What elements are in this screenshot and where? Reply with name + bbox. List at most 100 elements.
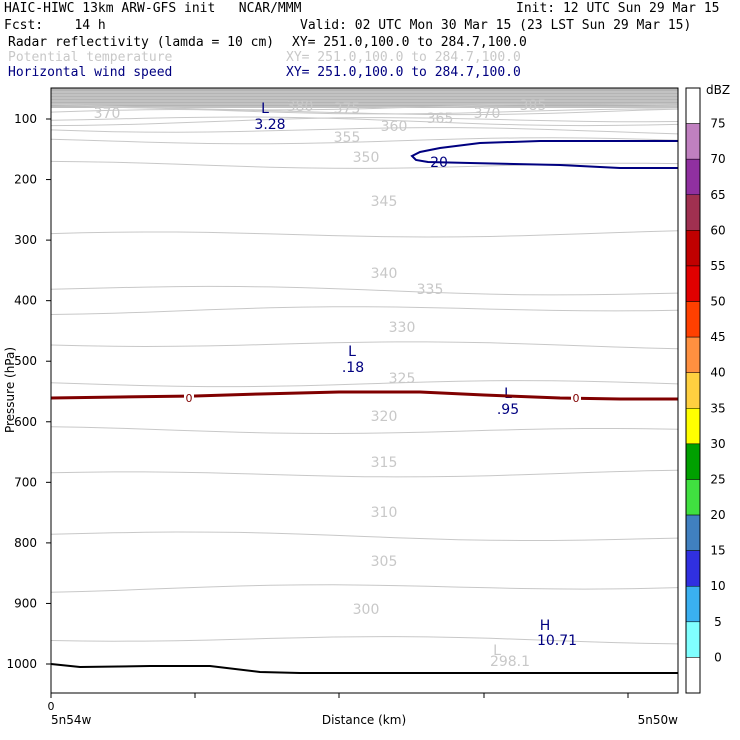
theta-label: 325 <box>389 371 416 387</box>
theta-contour-300 <box>50 636 679 645</box>
freezing-level-label: 0 <box>186 392 193 405</box>
theta-contour-375 <box>50 108 679 116</box>
theta-label: 320 <box>371 409 398 425</box>
theta-label: 310 <box>371 505 398 521</box>
colorbar-label: 30 <box>710 437 725 451</box>
theta-contour-315 <box>50 469 679 478</box>
wind-value: 3.28 <box>254 117 285 133</box>
theta-contour-355 <box>50 137 679 145</box>
theta-label: 298.1 <box>490 654 530 670</box>
colorbar-label: 50 <box>710 295 725 309</box>
theta-label: 300 <box>353 602 380 618</box>
theta-contour-350 <box>50 160 679 169</box>
theta-contour-380 <box>51 106 678 115</box>
theta-label: 305 <box>371 554 398 570</box>
colorbar-swatch <box>685 514 701 551</box>
theta-label: 335 <box>417 282 444 298</box>
theta-contour-330 <box>50 341 679 350</box>
colorbar-label: 10 <box>710 579 725 593</box>
theta-label: 340 <box>371 266 398 282</box>
colorbar-swatch <box>685 550 701 587</box>
theta-contour-365 <box>50 117 679 127</box>
theta-label: 380 <box>287 99 314 115</box>
colorbar-label: 15 <box>710 544 725 558</box>
field-reflectivity-xy: XY= 251.0,100.0 to 284.7,100.0 <box>292 35 527 50</box>
x-zero-label: 0 <box>48 700 55 713</box>
theta-contour-320 <box>50 426 679 435</box>
colorbar-label: 70 <box>710 152 725 166</box>
theta-contour-labels: 370 380 375 360 365 370 385 355 350 345 340 335 330 3… <box>94 98 547 670</box>
colorbar-swatch <box>685 443 701 480</box>
theta-contour-340 <box>50 285 679 296</box>
field-wind-name: Horizontal wind speed <box>8 65 173 80</box>
y-tick-label: 400 <box>14 294 37 308</box>
colorbar-label: 35 <box>710 401 725 415</box>
colorbar-label: 55 <box>710 259 725 273</box>
theta-label: 345 <box>371 194 398 210</box>
y-tick-label: 1000 <box>6 657 37 671</box>
theta-label: 350 <box>353 150 380 166</box>
theta-label: 370 <box>94 106 121 122</box>
colorbar-label: 60 <box>710 223 725 237</box>
field-reflectivity-name: Radar reflectivity (lamda = 10 cm) <box>8 35 275 50</box>
y-tick-label: 200 <box>14 173 37 187</box>
y-tick-label: 300 <box>14 233 37 247</box>
theta-label: 360 <box>381 119 408 135</box>
y-tick-label: 500 <box>14 354 37 368</box>
surface-line <box>50 663 678 674</box>
theta-label: 330 <box>389 320 416 336</box>
x-right-label: 5n50w <box>638 713 679 727</box>
theta-contours <box>50 103 679 645</box>
field-theta-name: Potential temperature <box>8 50 173 65</box>
init-time: Init: 12 UTC Sun 29 Mar 15 <box>516 1 720 16</box>
colorbar-label: 75 <box>710 117 725 131</box>
colorbar-swatch <box>685 336 701 373</box>
theta-min-marker: L <box>493 643 501 659</box>
wind-label: L <box>504 386 512 402</box>
wind-contour-20 <box>410 140 678 169</box>
chart-title: HAIC-HIWC 13km ARW-GFS init NCAR/MMM <box>4 1 302 16</box>
colorbar-frame <box>685 87 701 694</box>
y-tick-label: 100 <box>14 112 37 126</box>
colorbar-swatch <box>685 408 701 445</box>
valid-time: Valid: 02 UTC Mon 30 Mar 15 (23 LST Sun … <box>300 18 692 33</box>
colorbar-swatch <box>685 194 701 231</box>
theta-label: 370 <box>474 106 501 122</box>
theta-contour-305 <box>50 584 679 593</box>
theta-label: 375 <box>334 101 361 117</box>
freezing-level-line <box>50 390 678 401</box>
theta-label: 315 <box>371 455 398 471</box>
field-theta-xy: XY= 251.0,100.0 to 284.7,100.0 <box>286 50 521 65</box>
theta-contour-310 <box>50 531 679 541</box>
wind-label: L <box>261 101 269 117</box>
wind-label: L <box>348 344 356 360</box>
colorbar-swatch <box>685 265 701 302</box>
theta-contour-335 <box>50 306 679 315</box>
colorbar-swatch <box>685 123 701 160</box>
y-tick-label: 800 <box>14 536 37 550</box>
ground-line <box>50 663 678 674</box>
colorbar-swatch <box>685 301 701 338</box>
colorbar-label: 0 <box>714 650 722 664</box>
wind-value: 10.71 <box>537 633 577 649</box>
theta-contour-360 <box>50 127 679 135</box>
y-tick-label: 700 <box>14 475 37 489</box>
colorbar-swatch <box>685 230 701 267</box>
colorbar-label: 40 <box>710 366 725 380</box>
colorbar-label: 5 <box>714 615 722 629</box>
colorbar-swatch <box>685 372 701 409</box>
theta-contour-325 <box>50 380 679 388</box>
colorbar-label: 65 <box>710 188 725 202</box>
x-axis-label: Distance (km) <box>322 713 406 727</box>
colorbar-label: 20 <box>710 508 725 522</box>
field-wind-xy: XY= 251.0,100.0 to 284.7,100.0 <box>286 65 521 80</box>
colorbar-swatch <box>685 87 701 124</box>
forecast-hour: Fcst: 14 h <box>4 18 106 33</box>
wind-label: 20 <box>430 155 448 171</box>
plot-frame <box>50 87 679 694</box>
y-axis-label: Pressure (hPa) <box>3 347 17 433</box>
theta-contour-385 <box>50 103 679 111</box>
